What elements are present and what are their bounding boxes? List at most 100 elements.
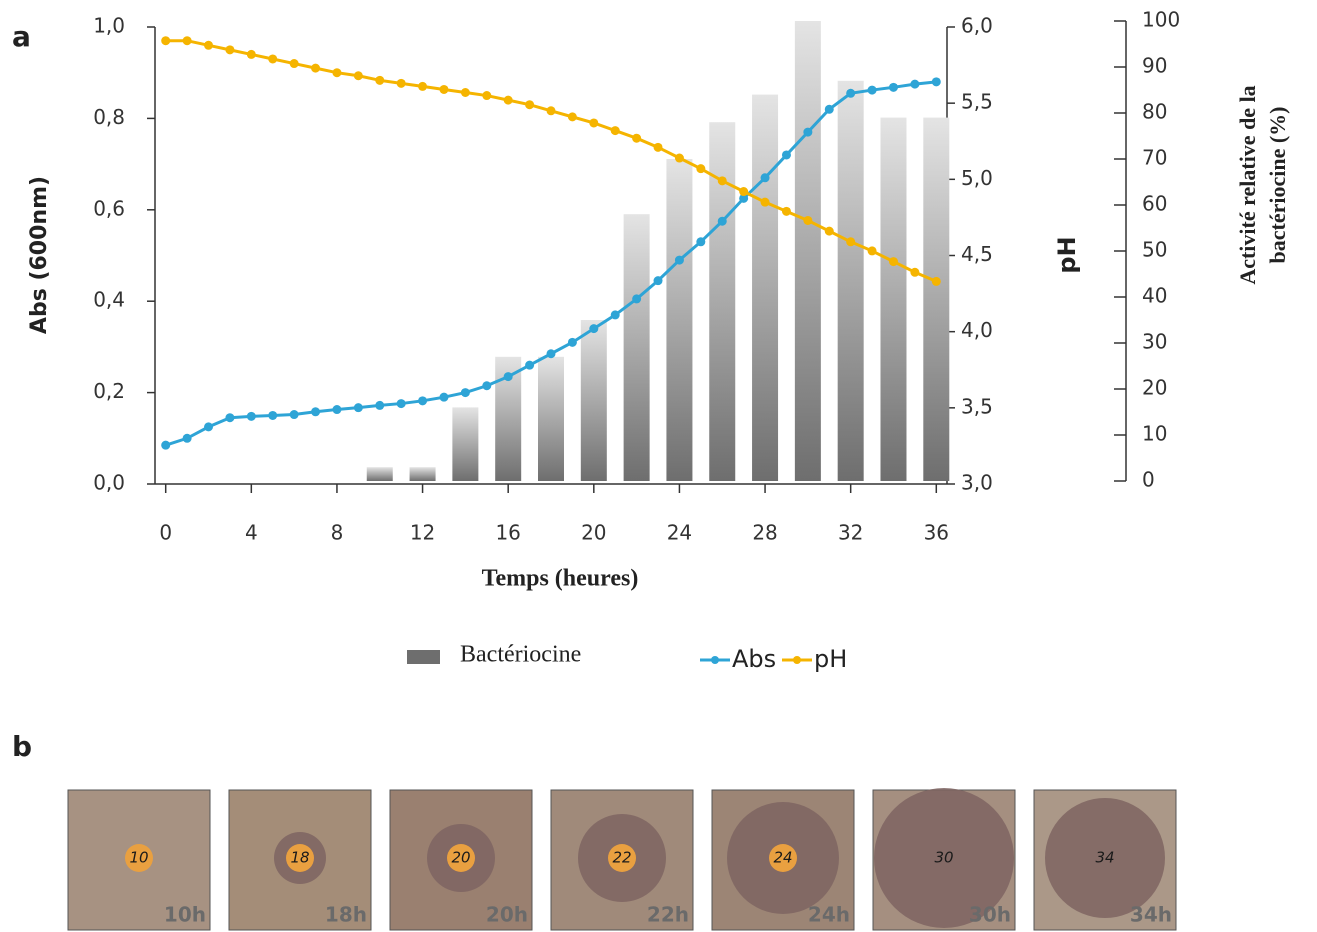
bar [410,467,436,481]
y2-tick-label: 4,0 [961,318,993,342]
x-tick-label: 20 [581,521,606,545]
disk-label: 24 [773,849,792,867]
marker [632,294,641,303]
marker [290,410,299,419]
marker [932,77,941,86]
bar [880,118,906,481]
marker [568,112,577,121]
x-tick-label: 36 [924,521,949,545]
marker [354,71,363,80]
disk-label: 10 [129,849,148,867]
marker [247,50,256,59]
y3-axis-title: bactériocine (%) [1265,107,1290,264]
marker [332,68,341,77]
marker [439,393,448,402]
photo-label: 30h [969,903,1011,927]
x-tick-label: 28 [752,521,777,545]
y3-tick-label: 90 [1142,54,1167,78]
y3-tick-label: 0 [1142,468,1155,492]
marker [418,82,427,91]
marker [311,407,320,416]
marker [204,41,213,50]
marker [718,217,727,226]
marker [268,411,277,420]
marker [375,401,384,410]
photo-label: 34h [1130,903,1172,927]
marker [910,80,919,89]
x-tick-label: 16 [495,521,520,545]
bar [367,467,393,481]
marker [889,83,898,92]
y-tick-label: 0,0 [93,471,125,495]
legend-label: Bactériocine [460,642,581,668]
marker [204,422,213,431]
marker [375,76,384,85]
legend-label: Abs [732,645,776,673]
marker [910,268,919,277]
disk-label: 34 [1095,849,1114,867]
y3-tick-label: 80 [1142,100,1167,124]
marker [504,372,513,381]
marker [696,164,705,173]
disk-label: 20 [451,849,470,867]
marker [525,100,534,109]
marker [504,96,513,105]
marker [439,85,448,94]
y3-tick-label: 30 [1142,330,1167,354]
y3-axis-title: Activité relative de la [1235,85,1260,284]
marker [183,434,192,443]
marker [782,150,791,159]
photo-label: 18h [325,903,367,927]
marker [397,79,406,88]
y3-tick-label: 70 [1142,146,1167,170]
marker [290,59,299,68]
bar [838,81,864,481]
marker [247,412,256,421]
x-tick-label: 24 [667,521,692,545]
marker [675,256,684,265]
y3-tick-label: 20 [1142,376,1167,400]
marker [782,207,791,216]
photo-label: 24h [808,903,850,927]
marker [825,105,834,114]
y3-tick-label: 10 [1142,422,1167,446]
photo-label: 20h [486,903,528,927]
marker [696,237,705,246]
marker [568,338,577,347]
bar [752,95,778,481]
y-tick-label: 0,4 [93,288,125,312]
x-tick-label: 32 [838,521,863,545]
marker [547,106,556,115]
marker [397,399,406,408]
marker [761,198,770,207]
bar [538,357,564,481]
marker [632,134,641,143]
marker [654,276,663,285]
panel-label: a [12,20,31,53]
marker [803,128,812,137]
x-tick-label: 4 [245,521,258,545]
x-axis-title: Temps (heures) [482,566,639,592]
marker [482,91,491,100]
y3-tick-label: 40 [1142,284,1167,308]
marker [268,54,277,63]
legend-swatch [407,650,440,664]
marker [889,257,898,266]
photo-label: 22h [647,903,689,927]
marker [718,176,727,185]
bar [795,21,821,481]
y-tick-label: 0,6 [93,196,125,220]
figure: a b Temps (heures) Abs (600nm) pH Activi… [0,0,1317,932]
y-tick-label: 0,8 [93,105,125,129]
legend-swatch [711,656,719,664]
legend-swatch [793,656,801,664]
marker [589,118,598,127]
bar [581,320,607,481]
marker [654,143,663,152]
marker [675,154,684,163]
marker [525,361,534,370]
marker [825,227,834,236]
marker [225,413,234,422]
bar [452,407,478,481]
marker [482,381,491,390]
